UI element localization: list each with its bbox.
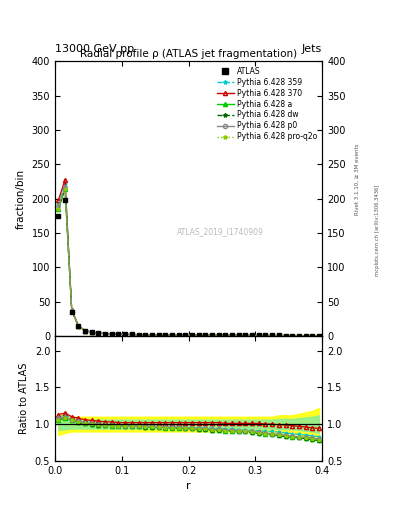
Y-axis label: fraction/bin: fraction/bin: [16, 168, 26, 229]
Text: ATLAS_2019_I1740909: ATLAS_2019_I1740909: [177, 227, 264, 236]
Legend: ATLAS, Pythia 6.428 359, Pythia 6.428 370, Pythia 6.428 a, Pythia 6.428 dw, Pyth: ATLAS, Pythia 6.428 359, Pythia 6.428 37…: [215, 65, 318, 143]
Text: 13000 GeV pp: 13000 GeV pp: [55, 44, 134, 54]
Text: Rivet 3.1.10, ≥ 3M events: Rivet 3.1.10, ≥ 3M events: [355, 143, 360, 215]
Text: Jets: Jets: [302, 44, 322, 54]
Title: Radial profile ρ (ATLAS jet fragmentation): Radial profile ρ (ATLAS jet fragmentatio…: [80, 49, 297, 59]
Y-axis label: Ratio to ATLAS: Ratio to ATLAS: [19, 362, 29, 434]
Text: mcplots.cern.ch [arXiv:1306.3436]: mcplots.cern.ch [arXiv:1306.3436]: [375, 185, 380, 276]
X-axis label: r: r: [186, 481, 191, 491]
